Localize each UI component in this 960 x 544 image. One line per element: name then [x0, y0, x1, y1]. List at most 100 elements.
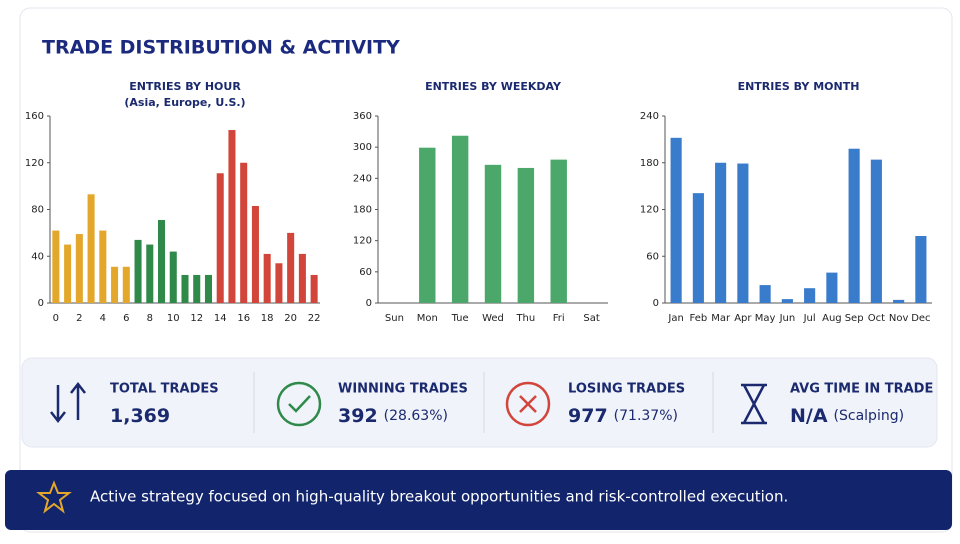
x-tick-label: Sep: [845, 313, 864, 324]
cross: [519, 395, 537, 413]
x-tick-label: 8: [147, 313, 153, 324]
y-tick-label: 300: [353, 142, 372, 153]
bar: [240, 162, 248, 303]
y-tick-label: 60: [646, 251, 659, 262]
stat-number: 977: [568, 405, 608, 427]
x-tick-label: 10: [167, 313, 180, 324]
y-tick-label: 160: [25, 111, 44, 122]
x-tick-label: Aug: [822, 313, 842, 324]
stat-label: TOTAL TRADES: [110, 382, 219, 397]
bar: [169, 251, 177, 303]
stat-note: (28.63%): [384, 408, 448, 424]
y-tick-label: 0: [653, 298, 659, 309]
y-tick-label: 240: [640, 111, 659, 122]
y-tick-label: 120: [25, 158, 44, 169]
bar: [848, 148, 860, 303]
bar: [204, 274, 212, 303]
bar: [517, 167, 535, 303]
bar: [193, 274, 201, 303]
x-tick-label: 0: [53, 313, 59, 324]
x-tick-label: Tue: [451, 313, 469, 324]
bar: [146, 244, 154, 303]
lose-icon: [505, 381, 551, 427]
x-tick-label: Jan: [667, 313, 683, 324]
bar: [287, 232, 295, 303]
chart-title: ENTRIES BY MONTH: [738, 80, 860, 93]
x-tick-label: 12: [190, 313, 203, 324]
y-tick-label: 120: [353, 236, 372, 247]
x-tick-label: Oct: [868, 313, 885, 324]
arrows-icon: [50, 381, 86, 424]
stat-value: 1,369: [110, 405, 170, 427]
bar: [216, 173, 224, 303]
bar: [52, 230, 60, 303]
bar: [228, 130, 236, 303]
x-tick-label: Jul: [803, 313, 816, 324]
stat-note: (Scalping): [834, 408, 905, 424]
x-tick-label: Thu: [515, 313, 535, 324]
bar: [263, 253, 271, 303]
bar: [251, 205, 259, 303]
bar: [826, 272, 838, 303]
bar: [484, 164, 502, 303]
win-icon: [276, 381, 322, 427]
bar: [87, 194, 95, 303]
bar: [804, 288, 816, 303]
bar: [158, 220, 166, 303]
stat-value: N/A (Scalping): [790, 405, 904, 427]
stat-value: 977 (71.37%): [568, 405, 678, 427]
star-icon: [36, 480, 72, 514]
bar: [419, 147, 436, 303]
x-tick-label: Fri: [553, 313, 565, 324]
x-tick-label: 6: [123, 313, 129, 324]
x-tick-label: 4: [100, 313, 106, 324]
bar: [451, 135, 469, 303]
bar: [99, 230, 107, 303]
bar: [692, 193, 704, 303]
x-tick-label: Mar: [711, 313, 731, 324]
bar: [122, 266, 130, 303]
footer-text: Active strategy focused on high-quality …: [90, 488, 788, 506]
stat-value: 392 (28.63%): [338, 405, 448, 427]
x-tick-label: 18: [261, 313, 274, 324]
x-tick-label: Sat: [583, 313, 599, 324]
x-tick-label: Jun: [779, 313, 796, 324]
bar: [759, 285, 771, 303]
x-tick-label: 14: [214, 313, 227, 324]
bar: [298, 253, 306, 303]
y-tick-label: 80: [31, 205, 44, 216]
x-tick-label: 16: [237, 313, 250, 324]
bar: [181, 274, 189, 303]
x-tick-label: Dec: [911, 313, 930, 324]
bar: [275, 263, 283, 303]
bar: [715, 162, 727, 303]
x-tick-label: Mon: [417, 313, 438, 324]
bar: [915, 235, 927, 303]
x-tick-label: Wed: [482, 313, 504, 324]
y-tick-label: 360: [353, 111, 372, 122]
stat-label: WINNING TRADES: [338, 382, 468, 397]
x-tick-label: Apr: [734, 313, 752, 324]
stat-label: AVG TIME IN TRADE: [790, 382, 933, 397]
x-tick-label: 20: [284, 313, 297, 324]
stat-number: 1,369: [110, 405, 170, 427]
y-tick-label: 240: [353, 173, 372, 184]
bar: [550, 159, 567, 303]
x-tick-label: Sun: [385, 313, 404, 324]
x-tick-label: 2: [76, 313, 82, 324]
y-tick-label: 180: [640, 158, 659, 169]
check: [288, 395, 311, 413]
bar: [781, 299, 793, 303]
bar: [64, 244, 72, 303]
y-tick-label: 180: [353, 205, 372, 216]
stats-panel: [21, 357, 938, 448]
stat-note: (71.37%): [614, 408, 678, 424]
y-tick-label: 0: [366, 298, 372, 309]
hourglass-icon: [741, 383, 767, 425]
bar: [111, 266, 119, 303]
title: TRADE DISTRIBUTION & ACTIVITY: [42, 37, 400, 59]
footer: [5, 470, 952, 530]
y-tick-label: 120: [640, 205, 659, 216]
bar: [870, 159, 882, 303]
